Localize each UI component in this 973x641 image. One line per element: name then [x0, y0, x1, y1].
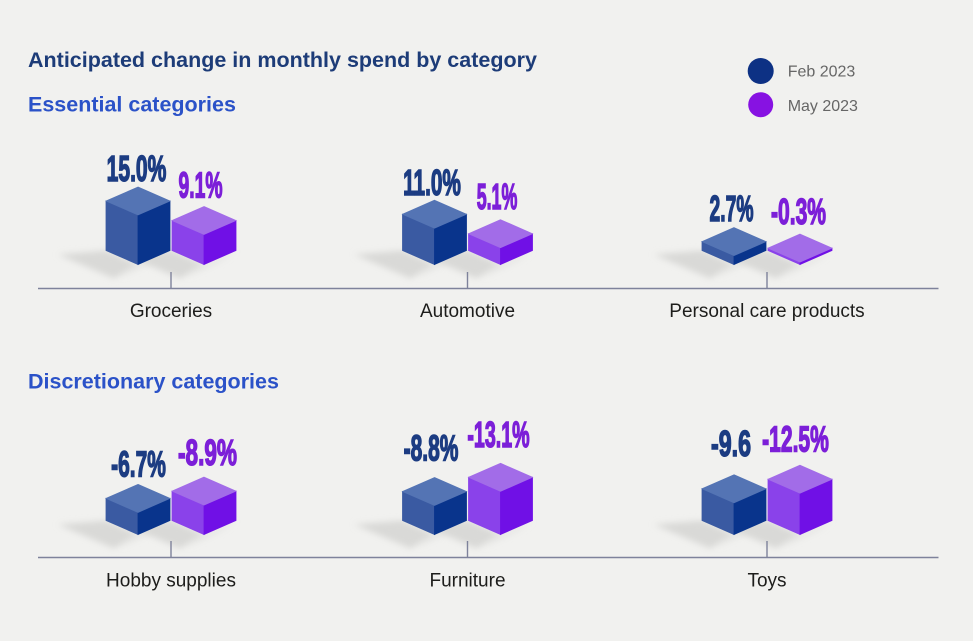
svg-text:-0.3%: -0.3% [771, 191, 826, 232]
svg-text:15.0%: 15.0% [107, 148, 167, 189]
svg-text:-12.5%: -12.5% [762, 419, 829, 460]
svg-text:Personal care products: Personal care products [669, 301, 864, 322]
svg-text:Hobby supplies: Hobby supplies [106, 571, 236, 592]
svg-text:Essential categories: Essential categories [28, 93, 236, 117]
svg-text:Feb 2023: Feb 2023 [788, 64, 856, 81]
svg-text:-8.9%: -8.9% [178, 432, 237, 473]
svg-text:-13.1%: -13.1% [467, 414, 529, 455]
svg-text:Groceries: Groceries [130, 301, 212, 322]
svg-text:5.1%: 5.1% [477, 176, 518, 217]
svg-text:-6.7%: -6.7% [111, 443, 166, 484]
svg-text:May 2023: May 2023 [788, 98, 858, 115]
svg-text:9.1%: 9.1% [179, 165, 223, 206]
svg-text:11.0%: 11.0% [403, 162, 461, 203]
svg-text:2.7%: 2.7% [710, 188, 754, 229]
svg-text:Automotive: Automotive [420, 301, 515, 322]
svg-text:Furniture: Furniture [429, 571, 505, 592]
svg-text:Toys: Toys [747, 571, 786, 592]
svg-text:Anticipated change in monthly: Anticipated change in monthly spend by c… [28, 48, 537, 72]
svg-text:-8.8%: -8.8% [404, 427, 459, 468]
svg-text:-9.6: -9.6 [711, 423, 751, 464]
svg-text:Discretionary categories: Discretionary categories [28, 370, 279, 394]
